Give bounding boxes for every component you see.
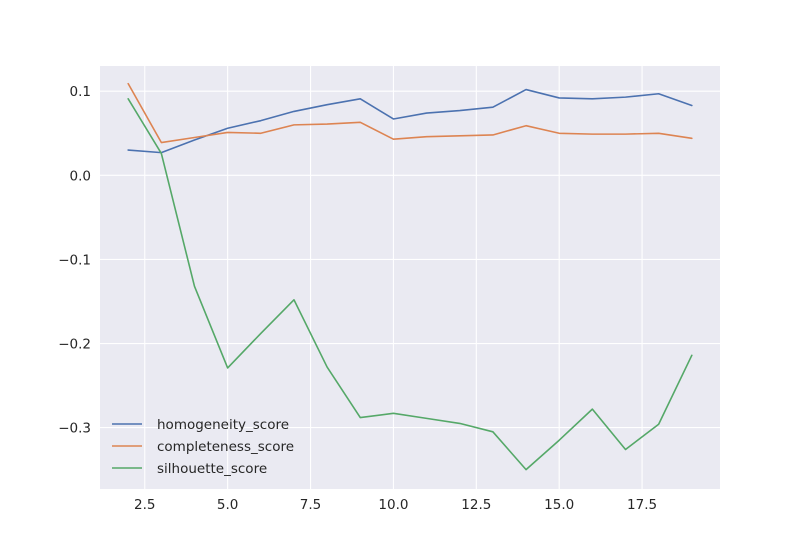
legend-label: homogeneity_score [157, 417, 289, 433]
series-lines [127, 82, 693, 471]
x-tick-label: 2.5 [134, 497, 155, 513]
axis-tick-labels: 2.5 5.0 7.5 10.0 12.5 15.0 17.5 0.1 0.0 −0.1 −0.2 −… [58, 84, 657, 513]
grid-lines [100, 66, 720, 489]
y-tick-label: 0.0 [70, 168, 91, 184]
x-tick-label: 17.5 [627, 497, 657, 513]
y-tick-label: −0.2 [58, 337, 91, 353]
legend: homogeneity_score completeness_scoresilho… [112, 417, 294, 477]
legend-label: silhouette_score [157, 461, 267, 477]
x-tick-label: 15.0 [544, 497, 574, 513]
x-tick-label: 10.0 [378, 497, 408, 513]
legend-label: completeness_score [157, 439, 294, 455]
x-tick-label: 5.0 [217, 497, 238, 513]
y-tick-label: −0.3 [58, 421, 91, 437]
y-tick-label: −0.1 [58, 252, 91, 268]
series-line-silhouette-score [127, 98, 693, 471]
series-line-homogeneity-score [127, 88, 693, 154]
series-line-completeness-score [127, 82, 693, 144]
x-tick-label: 7.5 [300, 497, 321, 513]
x-tick-label: 12.5 [461, 497, 491, 513]
y-tick-label: 0.1 [70, 84, 91, 100]
